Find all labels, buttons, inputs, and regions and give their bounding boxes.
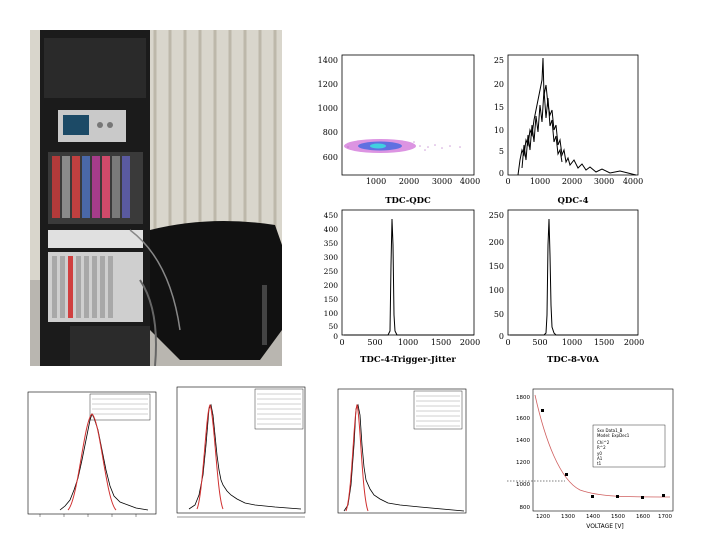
svg-text:Model: ExpDec1: Model: ExpDec1 bbox=[597, 433, 630, 438]
y-tick: 100 bbox=[324, 309, 339, 318]
plot-title: TDC-8-V0A bbox=[547, 355, 599, 365]
fit-curve bbox=[196, 404, 224, 510]
plot-title: QDC-4 bbox=[558, 196, 589, 206]
plot-title: TDC-4-Trigger-Jitter bbox=[360, 355, 456, 365]
svg-text:Sxx Data1_B: Sxx Data1_B bbox=[597, 428, 623, 433]
tdc8-v0a-plot: 250 200 150 100 50 0 0 500 1000 1500 200… bbox=[480, 205, 645, 365]
svg-text:Chi^2: Chi^2 bbox=[597, 440, 610, 445]
y-tick: 800 bbox=[323, 128, 338, 137]
x-tick: 1000 bbox=[530, 177, 550, 186]
fit-legend bbox=[592, 424, 666, 468]
x-tick: 1000 bbox=[562, 338, 582, 347]
x-tick: 500 bbox=[532, 338, 547, 347]
y-tick: 25 bbox=[494, 56, 504, 65]
x-tick: 1500 bbox=[431, 338, 451, 347]
data-point bbox=[591, 495, 594, 498]
rack-photo bbox=[30, 30, 282, 367]
x-tick: 0 bbox=[505, 338, 510, 347]
y-tick: 0 bbox=[499, 332, 504, 341]
data-point bbox=[641, 496, 644, 499]
fit-curve bbox=[345, 403, 369, 512]
y-tick: 1800 bbox=[516, 395, 530, 401]
x-tick: 1500 bbox=[611, 514, 625, 520]
y-tick: 50 bbox=[494, 310, 504, 319]
data-point bbox=[616, 495, 619, 498]
y-tick: 300 bbox=[324, 253, 339, 262]
histogram-trace bbox=[188, 403, 302, 510]
y-tick: 800 bbox=[520, 505, 531, 511]
x-tick: 1000 bbox=[366, 177, 386, 186]
y-tick: 400 bbox=[324, 225, 339, 234]
y-tick: 100 bbox=[489, 286, 504, 295]
svg-text:R^2: R^2 bbox=[597, 445, 606, 450]
histogram-trace bbox=[517, 57, 637, 176]
data-point bbox=[662, 494, 665, 497]
x-tick: 1200 bbox=[536, 514, 550, 520]
x-tick: 2000 bbox=[399, 177, 419, 186]
svg-text:A1: A1 bbox=[597, 456, 603, 461]
y-tick: 1400 bbox=[516, 438, 530, 444]
y-tick: 15 bbox=[494, 103, 504, 112]
x-tick: 3000 bbox=[432, 177, 452, 186]
x-tick: 2000 bbox=[562, 177, 582, 186]
y-tick: 350 bbox=[324, 239, 339, 248]
fit-histogram-2 bbox=[175, 385, 310, 525]
x-axis-label: VOLTAGE [V] bbox=[586, 523, 624, 530]
qdc-4-plot: 25 20 15 10 5 0 0 1000 2000 3000 4000 QD… bbox=[480, 50, 645, 210]
scatter-peak bbox=[370, 143, 386, 149]
y-tick: 1000 bbox=[516, 482, 530, 488]
y-tick: 450 bbox=[324, 211, 339, 220]
y-tick: 50 bbox=[328, 322, 338, 331]
y-tick: 1200 bbox=[516, 460, 530, 466]
y-tick: 200 bbox=[489, 238, 504, 247]
x-tick: 1000 bbox=[398, 338, 418, 347]
y-tick: 250 bbox=[489, 211, 504, 220]
x-tick: 500 bbox=[367, 338, 382, 347]
x-tick: 3000 bbox=[594, 177, 614, 186]
tdc-qdc-plot: 1400 1200 1000 800 600 1000 2000 3000 40… bbox=[310, 50, 480, 210]
fit-curve bbox=[67, 413, 117, 511]
x-tick: 4000 bbox=[460, 177, 480, 186]
fit-legend-lines: Sxx Data1_B Model: ExpDec1 Chi^2 R^2 y0 … bbox=[597, 428, 630, 466]
plot-title: TDC-QDC bbox=[385, 196, 431, 206]
y-tick: 1000 bbox=[318, 104, 338, 113]
y-tick: 150 bbox=[489, 262, 504, 271]
x-tick: 4000 bbox=[623, 177, 643, 186]
x-tick: 1600 bbox=[636, 514, 650, 520]
y-tick: 20 bbox=[494, 80, 504, 89]
x-tick: 2000 bbox=[460, 338, 480, 347]
y-tick: 0 bbox=[499, 169, 504, 178]
x-tick: 2000 bbox=[624, 338, 644, 347]
y-tick: 1200 bbox=[318, 80, 338, 89]
tdc4-trigger-jitter-plot: 450 400 350 300 250 200 150 100 50 0 0 5… bbox=[310, 205, 480, 365]
y-tick: 1600 bbox=[516, 416, 530, 422]
histogram-trace bbox=[510, 218, 638, 336]
histogram-trace bbox=[344, 218, 474, 336]
y-tick: 250 bbox=[324, 267, 339, 276]
y-tick: 600 bbox=[323, 153, 338, 162]
stats-box bbox=[413, 390, 463, 430]
y-tick: 1400 bbox=[318, 56, 338, 65]
histogram-trace bbox=[343, 403, 465, 512]
y-tick: 0 bbox=[333, 332, 338, 341]
stats-box bbox=[89, 393, 151, 421]
voltage-fit-plot: 1800 1600 1400 1200 1000 800 1200 1300 1… bbox=[505, 385, 680, 535]
y-tick: 5 bbox=[499, 147, 504, 156]
y-tick: 10 bbox=[494, 126, 504, 135]
x-tick: 1300 bbox=[561, 514, 575, 520]
fit-histogram-1 bbox=[20, 390, 160, 530]
x-tick: 0 bbox=[339, 338, 344, 347]
x-tick: 1500 bbox=[594, 338, 614, 347]
x-tick: 1400 bbox=[586, 514, 600, 520]
fit-histogram-3 bbox=[330, 385, 470, 525]
data-point bbox=[565, 473, 568, 476]
y-tick: 200 bbox=[324, 281, 339, 290]
data-point bbox=[541, 409, 544, 412]
fit-curve bbox=[534, 394, 671, 498]
svg-text:y0: y0 bbox=[597, 451, 602, 456]
svg-text:t1: t1 bbox=[597, 461, 602, 466]
x-tick: 0 bbox=[505, 177, 510, 186]
x-tick: 1700 bbox=[658, 514, 672, 520]
y-tick: 150 bbox=[324, 295, 339, 304]
